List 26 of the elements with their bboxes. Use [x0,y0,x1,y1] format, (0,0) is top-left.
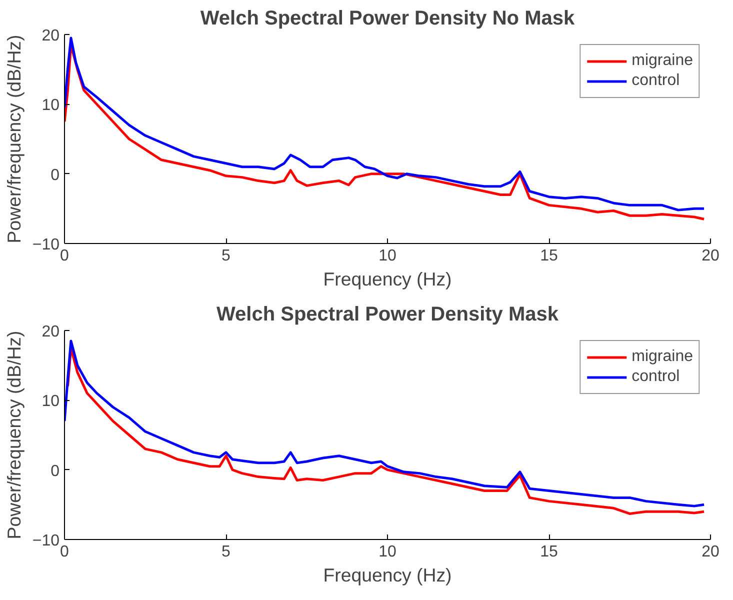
y-tick-label: 0 [50,462,60,480]
x-tick-label: 15 [540,544,558,560]
x-axis-title: Frequency (Hz) [323,564,452,586]
legend-label: migraine [632,52,693,70]
legend-label: control [632,72,680,90]
y-axis-title: Power/frequency (dB/Hz) [3,330,24,540]
x-tick-label: 5 [222,248,231,264]
chart-title: Welch Spectral Power Density Mask [216,304,560,326]
legend-label: migraine [632,348,693,366]
y-tick-label: −10 [32,532,60,550]
x-tick-label: 15 [540,248,558,264]
y-tick-label: −10 [32,236,60,254]
x-tick-label: 20 [702,248,720,264]
y-tick-label: 20 [42,28,60,44]
x-tick-label: 5 [222,544,231,560]
x-tick-label: 10 [378,544,396,560]
y-tick-label: 20 [42,324,60,340]
legend-label: control [632,368,680,386]
x-tick-label: 10 [378,248,396,264]
y-axis-title: Power/frequency (dB/Hz) [3,34,24,244]
y-tick-label: 10 [42,97,60,114]
y-tick-label: 0 [50,166,60,184]
chart-title: Welch Spectral Power Density No Mask [200,8,576,30]
x-axis-title: Frequency (Hz) [323,268,452,290]
x-tick-label: 20 [702,544,720,560]
y-tick-label: 10 [42,393,60,410]
